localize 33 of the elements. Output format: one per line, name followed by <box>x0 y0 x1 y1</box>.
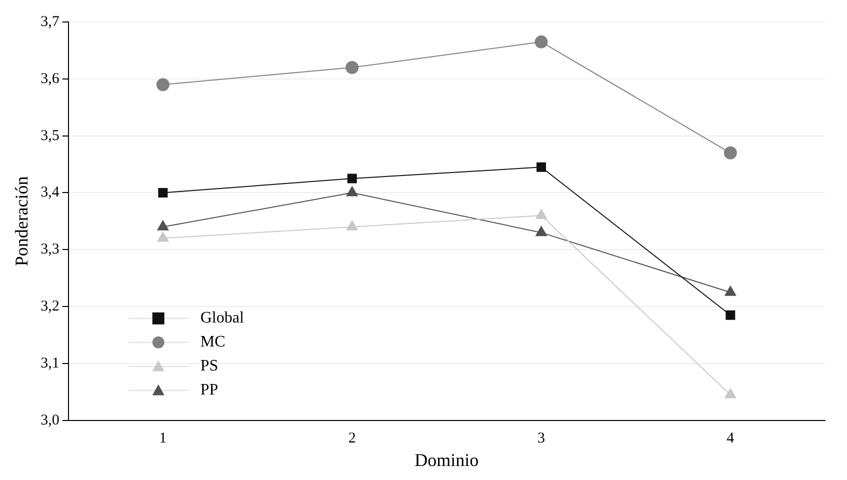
point <box>346 186 358 196</box>
point <box>724 388 736 398</box>
point <box>347 174 357 184</box>
legend-label: PS <box>200 358 218 375</box>
point <box>536 162 546 172</box>
y-tick-label: 3,0 <box>40 412 60 428</box>
x-tick-label: 1 <box>159 430 167 446</box>
point <box>157 232 169 242</box>
x-tick-label: 3 <box>538 430 546 446</box>
legend-label: MC <box>200 334 226 351</box>
point <box>534 35 548 48</box>
x-axis-title: Dominio <box>414 450 479 470</box>
y-axis-title: Ponderación <box>12 176 32 266</box>
point <box>158 188 168 198</box>
y-tick-label: 3,5 <box>40 128 60 144</box>
point <box>156 78 170 92</box>
point <box>724 146 737 160</box>
x-tick-label: 4 <box>726 430 735 446</box>
point <box>157 220 169 230</box>
y-tick-label: 3,7 <box>40 14 60 30</box>
y-tick-label: 3,4 <box>40 184 60 201</box>
x-tick-label: 2 <box>348 430 356 446</box>
y-tick-label: 3,1 <box>40 355 60 372</box>
point <box>346 61 359 74</box>
point <box>346 220 358 230</box>
legend-label: Global <box>200 310 244 327</box>
y-tick-label: 3,6 <box>40 70 60 87</box>
point <box>536 226 547 236</box>
point <box>536 209 547 220</box>
y-tick-label: 3,2 <box>40 298 60 315</box>
y-tick-label: 3,3 <box>40 242 60 258</box>
point <box>724 286 736 296</box>
legend-label: PP <box>200 382 218 399</box>
